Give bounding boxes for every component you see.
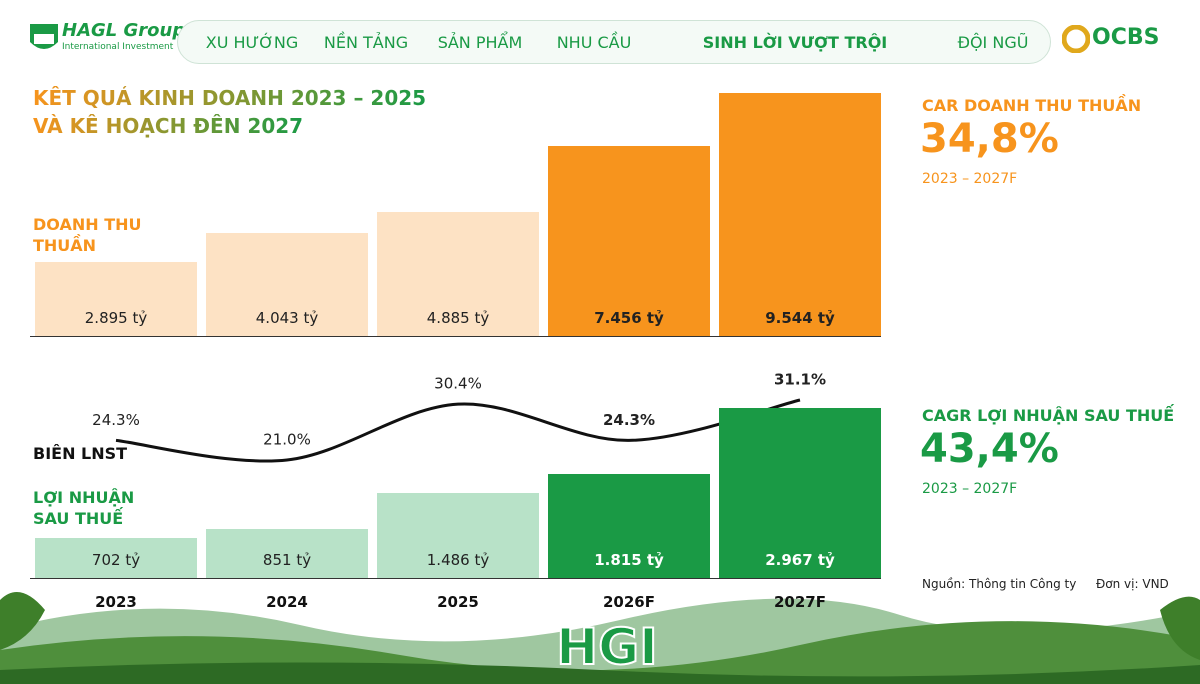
bar <box>35 537 197 578</box>
title: KẾT QUẢ KINH DOANH 2023 – 2025 <box>33 86 427 110</box>
nav-item[interactable]: NHU CẦU <box>556 33 632 52</box>
nav-item[interactable]: ĐỘI NGŨ <box>957 33 1029 52</box>
logo: HAGL Group <box>62 20 186 41</box>
bar <box>206 529 368 578</box>
bar <box>206 233 368 336</box>
x-tick-label: 2023 <box>95 593 137 611</box>
unit-note: Đơn vị: VND <box>1096 577 1169 591</box>
margin-line <box>115 398 801 463</box>
value-label: 2.895 tỷ <box>84 309 148 327</box>
nav-item[interactable]: XU HƯỚNG <box>205 33 299 52</box>
axis-line <box>30 578 881 579</box>
kpi-label: CAR DOANH THU THUẦN <box>922 96 1142 115</box>
kpi-label: CAGR LỢI NHUẬN SAU THUẾ <box>922 406 1175 425</box>
nav-item[interactable]: SẢN PHẨM <box>437 33 523 52</box>
value-label: 851 tỷ <box>262 551 312 569</box>
bar <box>35 262 197 336</box>
hill-near <box>0 662 1200 684</box>
value-label: 1.486 tỷ <box>426 551 490 569</box>
x-tick-label: 2027F <box>774 593 826 611</box>
value-label: 702 tỷ <box>91 551 141 569</box>
landscape <box>0 592 1200 684</box>
kpi-period: 2023 – 2027F <box>922 481 1018 497</box>
value-label: 4.885 tỷ <box>426 309 490 327</box>
bar <box>719 408 881 578</box>
x-tick-label: 2025 <box>437 593 479 611</box>
series-label: DOANH THU THUẦN <box>33 215 142 255</box>
x-tick-label: 2026F <box>603 593 655 611</box>
value-label: 1.815 tỷ <box>594 551 664 569</box>
bar <box>377 492 539 578</box>
bar <box>548 474 710 578</box>
series-label: LỢI NHUẬN SAU THUẾ <box>33 488 135 528</box>
kpi-period: 2023 – 2027F <box>922 171 1018 187</box>
value-label: 24.3% <box>603 411 655 429</box>
value-label: 4.043 tỷ <box>255 309 319 327</box>
bar <box>548 146 710 336</box>
bar <box>377 211 539 336</box>
value-label: 24.3% <box>92 411 140 429</box>
partner-icon <box>1062 25 1090 53</box>
logo-sub: International Investment <box>62 42 174 52</box>
footer-logo: HGI <box>555 617 658 677</box>
value-label: 21.0% <box>263 431 311 449</box>
bar <box>719 93 881 336</box>
source-note: Nguồn: Thông tin Công ty <box>922 577 1077 591</box>
series-label: BIÊN LNST <box>33 444 128 463</box>
x-tick-label: 2024 <box>266 593 308 611</box>
value-label: 31.1% <box>774 371 826 389</box>
value-label: 7.456 tỷ <box>594 309 664 327</box>
logo-icon <box>30 24 58 49</box>
value-label: 2.967 tỷ <box>765 551 835 569</box>
nav-bar <box>177 20 1051 64</box>
axis-line <box>30 336 881 337</box>
nav-item[interactable]: SINH LỜI VƯỢT TRỘI <box>702 33 888 52</box>
kpi-value: 43,4% <box>920 426 1059 472</box>
partner-logo: OCBS <box>1092 25 1160 50</box>
kpi-value: 34,8% <box>920 116 1059 162</box>
nav-item[interactable]: NỀN TẢNG <box>323 33 409 52</box>
value-label: 30.4% <box>434 375 482 393</box>
title: VÀ KẾ HOẠCH ĐẾN 2027 <box>33 114 304 138</box>
value-label: 9.544 tỷ <box>765 309 835 327</box>
